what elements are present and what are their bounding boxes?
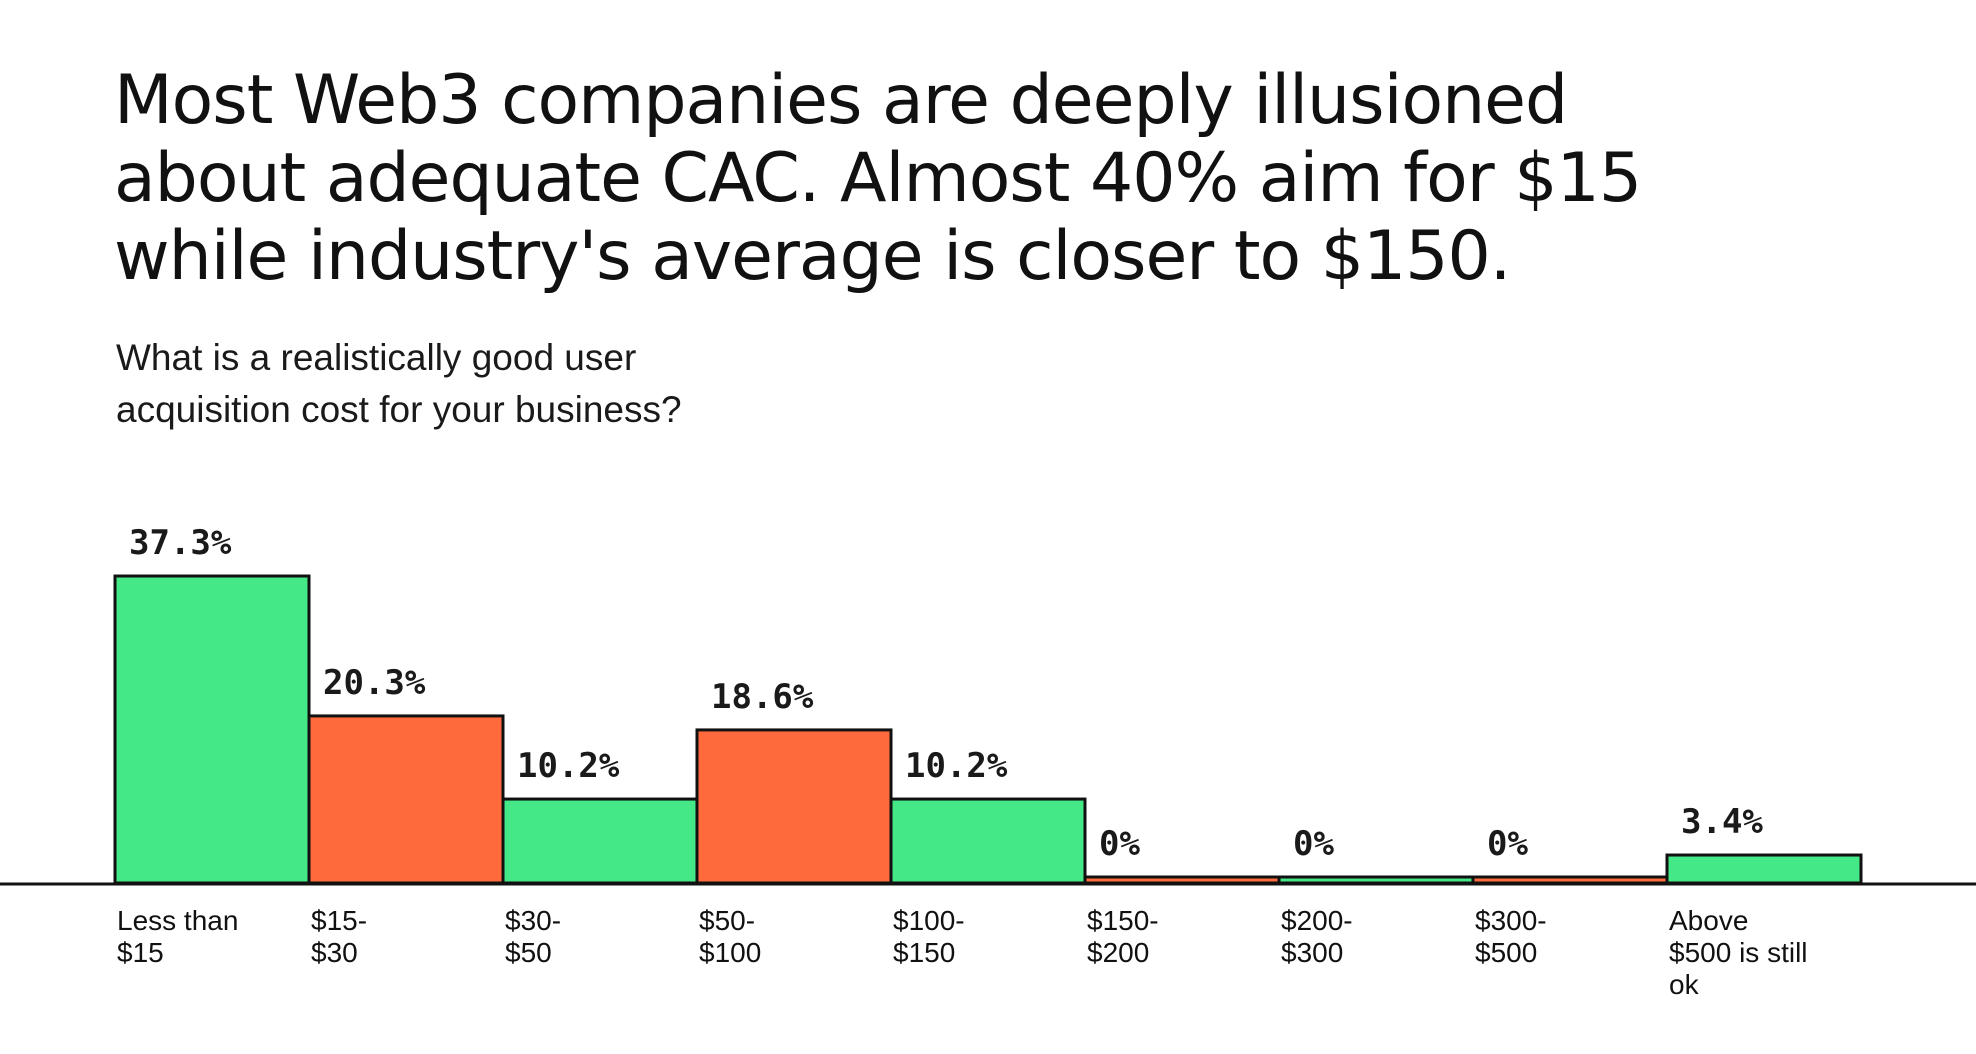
value-label-1: 37.3% bbox=[129, 523, 232, 563]
bar-7 bbox=[1277, 875, 1475, 885]
value-label-8: 0% bbox=[1487, 824, 1528, 864]
category-label-4: $50-$100 bbox=[699, 905, 761, 968]
category-label-9: Above $500 is still ok bbox=[1669, 905, 1808, 1000]
bar-8 bbox=[1471, 875, 1669, 885]
category-label-3: $30-$50 bbox=[505, 905, 561, 968]
value-label-2: 20.3% bbox=[323, 663, 426, 703]
category-label-2: $15-$30 bbox=[311, 905, 367, 968]
value-label-4: 18.6% bbox=[711, 677, 814, 717]
value-label-7: 0% bbox=[1293, 824, 1334, 864]
bars-group bbox=[113, 574, 1863, 885]
value-label-3: 10.2% bbox=[517, 746, 620, 786]
headline-line-2: about adequate CAC. Almost 40% aim for $… bbox=[114, 139, 1642, 218]
survey-question: What is a realistically good user acquis… bbox=[116, 332, 682, 436]
category-label-7: $200-$300 bbox=[1281, 905, 1353, 968]
value-label-9: 3.4% bbox=[1681, 802, 1763, 842]
headline-line-1: Most Web3 companies are deeply illusione… bbox=[114, 61, 1568, 140]
bar-1 bbox=[113, 574, 311, 885]
category-label-5: $100-$150 bbox=[893, 905, 965, 968]
bar-9 bbox=[1665, 853, 1863, 885]
survey-question-line-2: acquisition cost for your business? bbox=[116, 389, 682, 430]
headline-line-3: while industry's average is closer to $1… bbox=[114, 217, 1511, 296]
value-label-6: 0% bbox=[1099, 824, 1140, 864]
headline: Most Web3 companies are deeply illusione… bbox=[114, 62, 1754, 296]
bar-6 bbox=[1083, 875, 1281, 885]
bar-3 bbox=[501, 797, 699, 885]
value-labels-group: 37.3% 20.3% 10.2% 18.6% 10.2% 0% 0% 0% 3.4% bbox=[129, 523, 1763, 864]
bar-4 bbox=[695, 728, 893, 885]
value-label-5: 10.2% bbox=[905, 746, 1008, 786]
category-label-1: Less than $15 bbox=[117, 905, 238, 968]
category-label-6: $150-$200 bbox=[1087, 905, 1159, 968]
bar-5 bbox=[889, 797, 1087, 885]
category-labels-group: Less than $15 $15-$30 $30-$50 $50-$100 $100-$… bbox=[117, 905, 1808, 1000]
category-label-8: $300-$500 bbox=[1475, 905, 1547, 968]
survey-question-line-1: What is a realistically good user bbox=[116, 337, 637, 378]
bar-2 bbox=[307, 714, 505, 885]
